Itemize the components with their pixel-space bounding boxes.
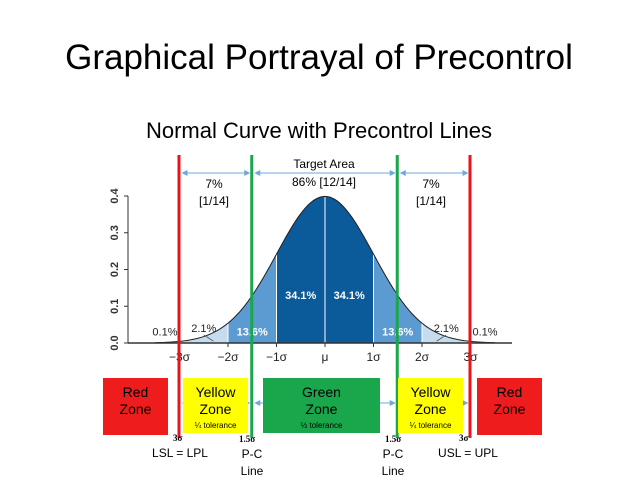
left-frac-label: [1/14] <box>199 194 229 208</box>
sigma3-right-label: 3σ <box>459 433 469 443</box>
region-leader <box>436 334 447 342</box>
region-label: 0.1% <box>152 327 177 339</box>
yellow-zone-right: Yellow Zone ¼ tolerance <box>398 378 463 433</box>
y-tick-label: 0.1 <box>109 299 121 314</box>
region-outer-left <box>155 323 228 343</box>
bottom-center-arrow-head-right <box>389 400 396 406</box>
right-pct-label: 7% <box>422 177 440 191</box>
yellow-zone-left-line1: Yellow <box>195 384 236 400</box>
left-arrow-head-right <box>244 170 251 176</box>
bottom-right-arrow-head-right <box>462 400 469 406</box>
pc-line-left-label: P-C Line <box>232 446 272 480</box>
y-tick-label: 0.0 <box>109 335 121 350</box>
y-tick-label: 0.4 <box>109 187 121 203</box>
green-zone-tolerance: ½ tolerance <box>300 421 343 430</box>
yellow-zone-right-line2: Zone <box>414 401 447 417</box>
green-zone: Green Zone ½ tolerance <box>263 378 380 433</box>
sigma15-left-label: 1.5σ <box>239 434 256 444</box>
bottom-center-arrow-head-left <box>254 400 261 406</box>
sigma3-left-label: 3σ <box>173 433 183 443</box>
green-zone-line1: Green <box>302 384 341 400</box>
curve-outline <box>155 195 495 344</box>
center-arrow-head-left <box>254 170 261 176</box>
x-tick-label: 2σ <box>415 350 430 364</box>
pc-line-right-label: P-C Line <box>373 446 413 480</box>
y-tick-label: 0.2 <box>109 262 121 277</box>
target-area-title: Target Area <box>293 157 355 171</box>
red-zone-left: Red Zone <box>103 378 168 435</box>
left-pct-label: 7% <box>205 177 223 191</box>
yellow-zone-right-line1: Yellow <box>410 384 451 400</box>
yellow-zone-left-tolerance: ¼ tolerance <box>194 421 237 430</box>
region-label: 2.1% <box>434 323 459 335</box>
sigma15-right-label: 1.5σ <box>385 434 402 444</box>
red-zone-right-line2: Zone <box>493 401 526 417</box>
x-tick-label: 1σ <box>366 350 381 364</box>
lsl-label: LSL = LPL <box>152 446 208 460</box>
slide-title: Graphical Portrayal of Precontrol <box>65 38 573 77</box>
right-arrow-head-left <box>399 170 406 176</box>
y-tick-label: 0.3 <box>109 225 121 240</box>
green-zone-line2: Zone <box>305 401 338 417</box>
region-label: 0.1% <box>473 327 498 339</box>
region-label: 34.1% <box>334 290 365 302</box>
slide-subtitle: Normal Curve with Precontrol Lines <box>145 118 493 143</box>
region-label: 34.1% <box>285 290 316 302</box>
yellow-zone-left: Yellow Zone ¼ tolerance <box>183 378 248 433</box>
yellow-zone-right-tolerance: ¼ tolerance <box>409 421 452 430</box>
x-tick-label: −2σ <box>217 350 239 364</box>
red-zone-right: Red Zone <box>477 378 542 435</box>
center-arrow-head-right <box>389 170 396 176</box>
x-tick-label: μ <box>322 350 329 364</box>
yellow-zone-left-line2: Zone <box>199 401 232 417</box>
target-area-value: 86% [12/14] <box>292 175 356 189</box>
region-label: 2.1% <box>191 323 216 335</box>
region-leader <box>203 334 214 342</box>
x-tick-label: −1σ <box>266 350 288 364</box>
region-outer-right <box>422 323 495 343</box>
red-zone-left-line1: Red <box>122 384 149 400</box>
left-arrow-head-left <box>181 170 188 176</box>
pc-left-line2: Line <box>240 464 264 478</box>
right-frac-label: [1/14] <box>416 194 446 208</box>
right-arrow-head-right <box>462 170 469 176</box>
pc-left-line1: P-C <box>241 447 263 461</box>
usl-label: USL = UPL <box>438 446 498 460</box>
red-zone-left-line2: Zone <box>119 401 152 417</box>
pc-right-line2: Line <box>381 464 405 478</box>
red-zone-right-line1: Red <box>496 384 523 400</box>
pc-right-line1: P-C <box>382 447 404 461</box>
